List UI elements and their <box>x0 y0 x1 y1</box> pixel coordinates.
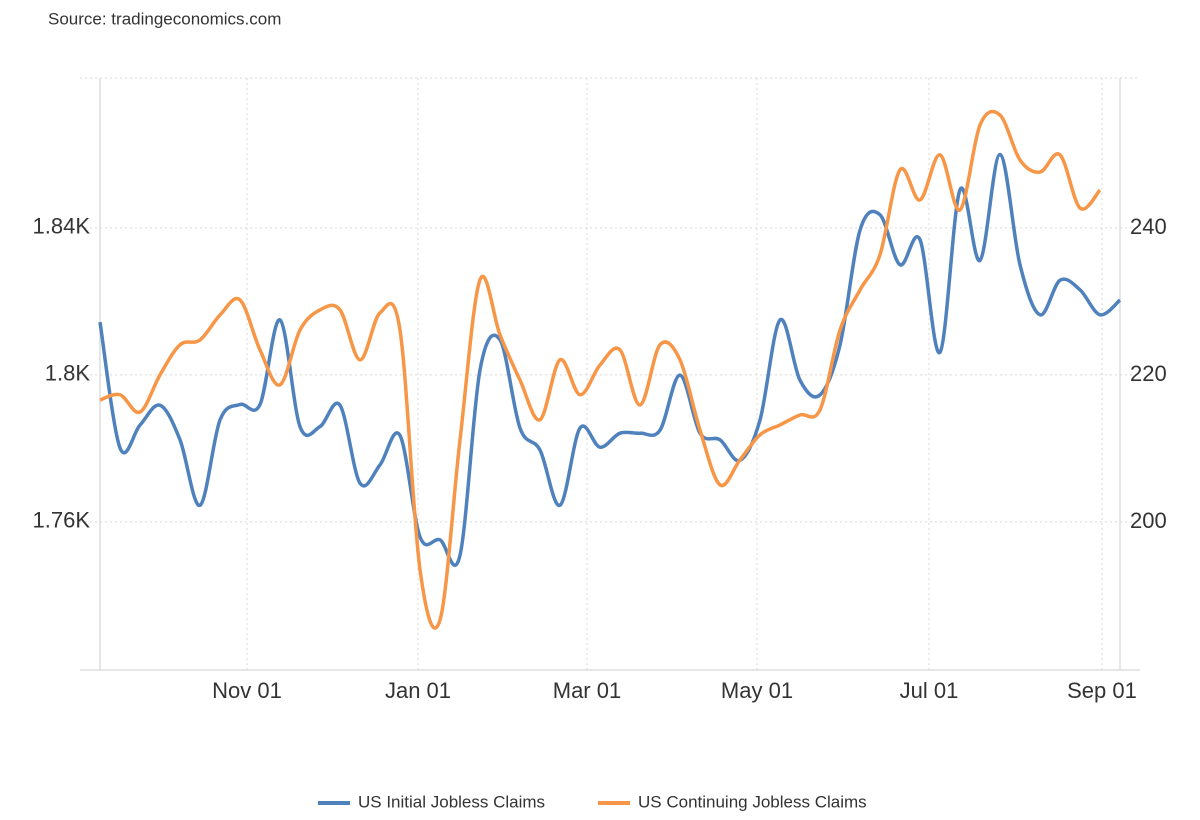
x-tick-label: Mar 01 <box>553 678 621 703</box>
x-tick-label: Sep 01 <box>1067 678 1137 703</box>
series-line <box>98 152 1122 567</box>
x-tick-label: Jul 01 <box>900 678 959 703</box>
legend-label: US Continuing Jobless Claims <box>638 792 867 811</box>
y2-tick-label: 240 <box>1130 214 1167 239</box>
y2-tick-label: 220 <box>1130 361 1167 386</box>
x-tick-label: Nov 01 <box>212 678 282 703</box>
y-tick-label: 1.76K <box>33 508 91 533</box>
x-tick-label: Jan 01 <box>385 678 451 703</box>
y2-tick-label: 200 <box>1130 508 1167 533</box>
y-tick-label: 1.8K <box>45 361 91 386</box>
source: Source: tradingeconomics.com <box>48 9 281 28</box>
series-line <box>99 109 1102 630</box>
x-tick-label: May 01 <box>721 678 793 703</box>
legend-label: US Initial Jobless Claims <box>358 792 545 811</box>
y-tick-label: 1.84K <box>33 214 91 239</box>
